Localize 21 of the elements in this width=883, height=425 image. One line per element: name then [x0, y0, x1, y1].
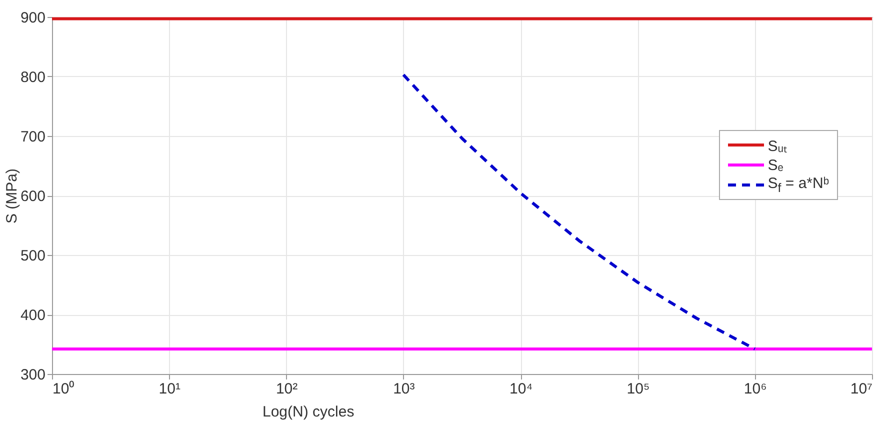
- x-tick-label: 10⁰: [52, 380, 74, 398]
- y-tick-label: 900: [20, 10, 46, 26]
- legend-label: Sₑ: [768, 156, 784, 174]
- x-axis-title: Log(N) cycles: [262, 404, 354, 420]
- legend-label: Sᵤₜ: [768, 137, 788, 155]
- y-tick-label: 700: [20, 128, 46, 146]
- y-tick-label: 600: [20, 188, 46, 205]
- x-tick-label: 10²: [276, 380, 298, 398]
- x-tick-label: 10³: [393, 380, 415, 398]
- y-tick-label: 300: [20, 366, 46, 384]
- line-series: [402, 73, 756, 351]
- x-tick-label: 10⁵: [626, 380, 650, 398]
- x-tick-label: 10⁶: [744, 380, 767, 398]
- y-tick-label: 400: [20, 307, 46, 324]
- x-tick-label: 10⁴: [510, 380, 533, 398]
- y-tick-label: 500: [20, 248, 46, 264]
- x-tick-label: 10¹: [158, 380, 180, 398]
- x-tick-label: 10⁷: [850, 380, 872, 398]
- y-tick-label: 800: [20, 69, 46, 86]
- legend-label: S$_{f}$ = a*Nᵇ: [768, 175, 829, 195]
- y-axis-title: S (MPa): [4, 168, 20, 224]
